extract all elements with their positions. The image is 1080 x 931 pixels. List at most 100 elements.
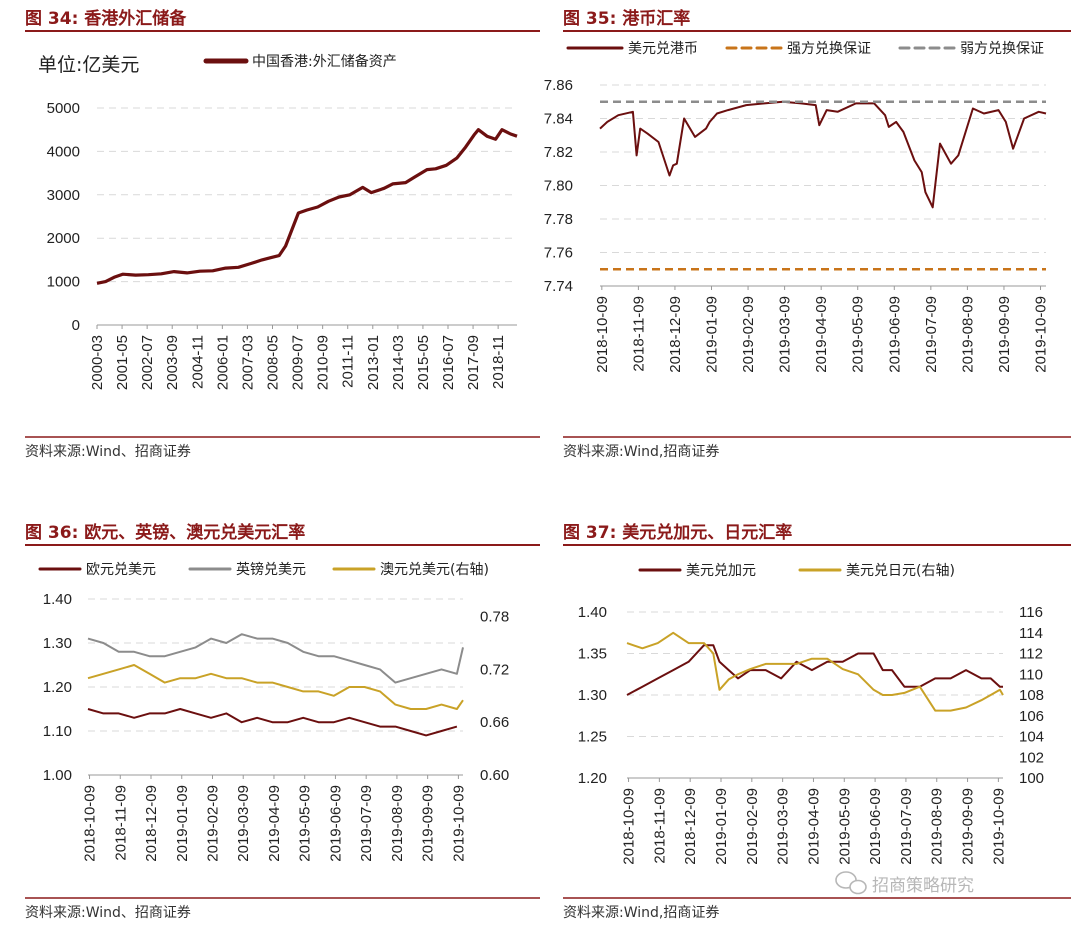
source-note: 资料来源:Wind,招商证券 (563, 444, 719, 460)
x-tick-label: 2019-09-09 (420, 785, 437, 862)
y-tick-label: 1000 (47, 274, 80, 291)
x-tick-label: 2019-04-09 (805, 788, 822, 865)
x-tick-label: 2017-09 (465, 335, 482, 390)
legend-label: 美元兑港币 (628, 41, 698, 57)
x-tick-label: 2018-11-09 (630, 296, 647, 372)
y-tick-label: 7.78 (544, 211, 573, 228)
chart-panel: 1.20 1.25 1.30 1.35 1.40 100 102 104 106 108 110 11… (578, 563, 1044, 865)
source-note: 资料来源:Wind,招商证券 (563, 905, 719, 921)
y-tick-label: 7.84 (544, 111, 573, 128)
watermark-text: 招商策略研究 (872, 876, 974, 896)
legend-label: 欧元兑美元 (86, 562, 156, 578)
y-tick-label: 1.40 (578, 604, 607, 621)
chart-panel: 0 1000 2000 3000 4000 5000 2000-03 2001-05 2002-… (47, 53, 518, 390)
series-line (87, 708, 458, 737)
y2-tick-label: 0.72 (480, 661, 509, 678)
x-tick-label: 2019-08-09 (389, 785, 406, 862)
x-tick-label: 2019-02-09 (740, 296, 757, 373)
x-tick-label: 2001-05 (114, 335, 131, 390)
x-tick-label: 2004-11 (189, 335, 206, 389)
y-tick-label: 1.30 (43, 635, 72, 652)
x-tick-label: 2018-12-09 (682, 788, 699, 865)
y-tick-label: 4000 (47, 143, 80, 160)
y-tick-label: 1.40 (43, 591, 72, 608)
x-tick-label: 2018-12-09 (667, 296, 684, 373)
x-tick-label: 2019-10-09 (1033, 296, 1050, 373)
y2-tick-label: 114 (1019, 625, 1043, 642)
x-tick-label: 2019-01-09 (713, 788, 730, 865)
y-tick-label: 7.82 (544, 144, 573, 161)
y-tick-label: 1.25 (578, 729, 607, 746)
y2-tick-label: 0.60 (480, 767, 509, 784)
x-tick-label: 2019-03-09 (777, 296, 794, 373)
x-tick-label: 2018-10-09 (621, 788, 638, 865)
x-tick-label: 2019-05-09 (850, 296, 867, 373)
series-line (87, 633, 464, 684)
source-note: 资料来源:Wind、招商证券 (25, 444, 191, 460)
y2-tick-label: 112 (1019, 646, 1043, 663)
x-tick-label: 2018-11 (490, 335, 507, 389)
series-line (626, 644, 1003, 696)
panel-title: 图 34: 香港外汇储备 (25, 8, 187, 29)
y2-tick-label: 104 (1019, 729, 1044, 746)
x-tick-label: 2019-10-09 (450, 785, 467, 862)
series-line (96, 128, 518, 285)
legend-label: 中国香港:外汇储备资产 (252, 53, 397, 70)
series-line (599, 100, 1047, 209)
chart-panel: 1.00 1.10 1.20 1.30 1.40 0.60 0.66 0.72 0.78 2018… (38, 561, 509, 862)
x-tick-label: 2007-03 (239, 335, 256, 390)
y-tick-label: 7.76 (544, 245, 573, 262)
x-tick-label: 2019-09-09 (996, 296, 1013, 373)
x-tick-label: 2019-10-09 (990, 788, 1007, 865)
x-tick-label: 2019-07-09 (358, 785, 375, 862)
y-tick-label: 7.80 (544, 178, 573, 195)
x-tick-label: 2003-09 (164, 335, 181, 390)
x-tick-label: 2018-10-09 (594, 296, 611, 373)
y2-tick-label: 110 (1019, 666, 1043, 683)
y-tick-label: 1.30 (578, 687, 607, 704)
x-tick-label: 2019-06-09 (327, 785, 344, 862)
x-tick-label: 2019-05-09 (836, 788, 853, 865)
x-tick-label: 2018-10-09 (82, 785, 99, 862)
x-tick-label: 2013-01 (365, 335, 382, 390)
y-tick-label: 0 (72, 317, 80, 334)
x-tick-label: 2019-01-09 (174, 785, 191, 862)
x-tick-label: 2019-06-09 (886, 296, 903, 373)
series-line (626, 631, 1004, 712)
y2-tick-label: 100 (1019, 770, 1044, 787)
x-tick-label: 2019-05-09 (297, 785, 314, 862)
x-tick-label: 2019-07-09 (923, 296, 940, 373)
x-tick-label: 2019-06-09 (867, 788, 884, 865)
unit-label: 单位:亿美元 (38, 54, 139, 76)
x-tick-label: 2019-04-09 (266, 785, 283, 862)
x-tick-label: 2019-02-09 (744, 788, 761, 865)
y-tick-label: 7.74 (544, 278, 573, 295)
x-tick-label: 2011-11 (340, 335, 357, 388)
x-tick-label: 2019-02-09 (204, 785, 221, 862)
panel-title: 图 35: 港币汇率 (563, 8, 690, 29)
x-tick-label: 2008-05 (265, 335, 282, 390)
x-tick-label: 2019-03-09 (235, 785, 252, 862)
x-tick-label: 2014-03 (390, 335, 407, 390)
wechat-icon (835, 871, 867, 895)
watermark: 招商策略研究 (835, 871, 974, 896)
x-tick-label: 2009-07 (290, 335, 307, 390)
legend-label: 美元兑日元(右轴) (846, 563, 955, 579)
x-tick-label: 2018-12-09 (143, 785, 160, 862)
x-tick-label: 2010-09 (315, 335, 332, 390)
y-tick-label: 7.86 (544, 77, 573, 94)
x-tick-label: 2015-05 (415, 335, 432, 390)
panel-title: 图 37: 美元兑加元、日元汇率 (563, 522, 792, 543)
chart-panel: 7.74 7.76 7.78 7.80 7.82 7.84 7.86 2018-10-09 20… (544, 40, 1050, 373)
x-tick-label: 2019-03-09 (775, 788, 792, 865)
y-tick-label: 1.20 (578, 770, 607, 787)
x-tick-label: 2018-11-09 (112, 785, 129, 861)
y2-tick-label: 0.66 (480, 714, 509, 731)
legend-label: 英镑兑美元 (236, 561, 306, 578)
x-tick-label: 2019-04-09 (813, 296, 830, 373)
y-tick-label: 2000 (47, 230, 80, 247)
x-tick-label: 2000-03 (89, 335, 106, 390)
series-line (87, 664, 464, 710)
source-note: 资料来源:Wind、招商证券 (25, 905, 191, 921)
